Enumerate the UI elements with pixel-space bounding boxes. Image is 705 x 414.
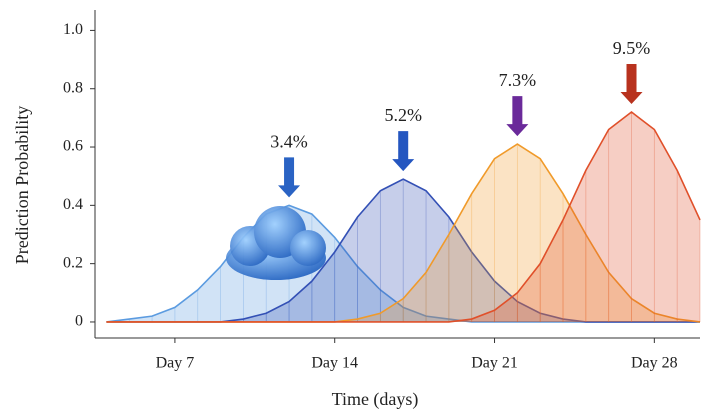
x-axis-title: Time (days) [332,389,419,410]
y-tick-label: 0.2 [63,254,83,271]
x-tick-label: Day 14 [311,355,358,372]
x-tick-label: Day 7 [156,355,195,372]
y-tick-label: 0 [75,313,83,330]
x-tick-label: Day 28 [631,355,678,372]
y-axis-title: Prediction Probability [12,106,32,264]
y-tick-label: 0.8 [63,79,83,96]
x-tick-label: Day 21 [471,355,518,372]
annotation: 3.4% [270,131,308,151]
y-tick-label: 0.6 [63,138,83,155]
arrow [506,96,528,136]
chart: Time (days) Prediction Probability 0 0.2 0… [0,0,705,414]
arrow [278,157,300,197]
annotation: 5.2% [384,105,422,125]
y-tick-label: 0.4 [63,196,83,213]
arrow [621,64,643,104]
annotation: 7.3% [499,70,537,90]
arrow [392,131,414,171]
annotation: 9.5% [613,38,651,58]
y-tick-label: 1.0 [63,21,83,38]
